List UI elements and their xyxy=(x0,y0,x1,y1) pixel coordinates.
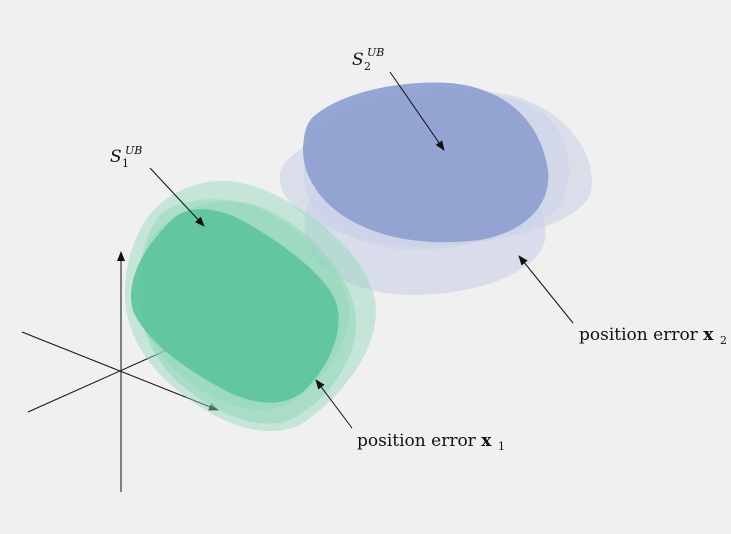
arrow-pos2 xyxy=(518,255,574,324)
set2-reachable-set xyxy=(302,82,549,243)
annotation-arrows xyxy=(149,71,574,429)
svg-text:1: 1 xyxy=(122,157,129,170)
arrow-s1 xyxy=(149,167,205,227)
label-position-error-1: position error x 1 xyxy=(357,431,505,453)
arrow-pos1 xyxy=(315,379,353,429)
svg-text:UB: UB xyxy=(125,144,142,157)
svg-text:2: 2 xyxy=(720,334,727,347)
svg-text:S: S xyxy=(352,50,364,70)
label-s2: S 2 UB xyxy=(352,46,384,73)
svg-text:UB: UB xyxy=(367,46,384,59)
label-position-error-2: position error x 2 xyxy=(579,325,727,347)
svg-text:position error x: position error x xyxy=(357,431,492,451)
arrow-s2 xyxy=(389,71,445,151)
svg-text:2: 2 xyxy=(364,60,371,73)
svg-text:S: S xyxy=(110,147,122,167)
label-s1: S 1 UB xyxy=(110,144,142,170)
svg-text:1: 1 xyxy=(498,440,505,453)
svg-text:position error x: position error x xyxy=(579,325,714,345)
set1-reachable-set xyxy=(130,209,339,403)
